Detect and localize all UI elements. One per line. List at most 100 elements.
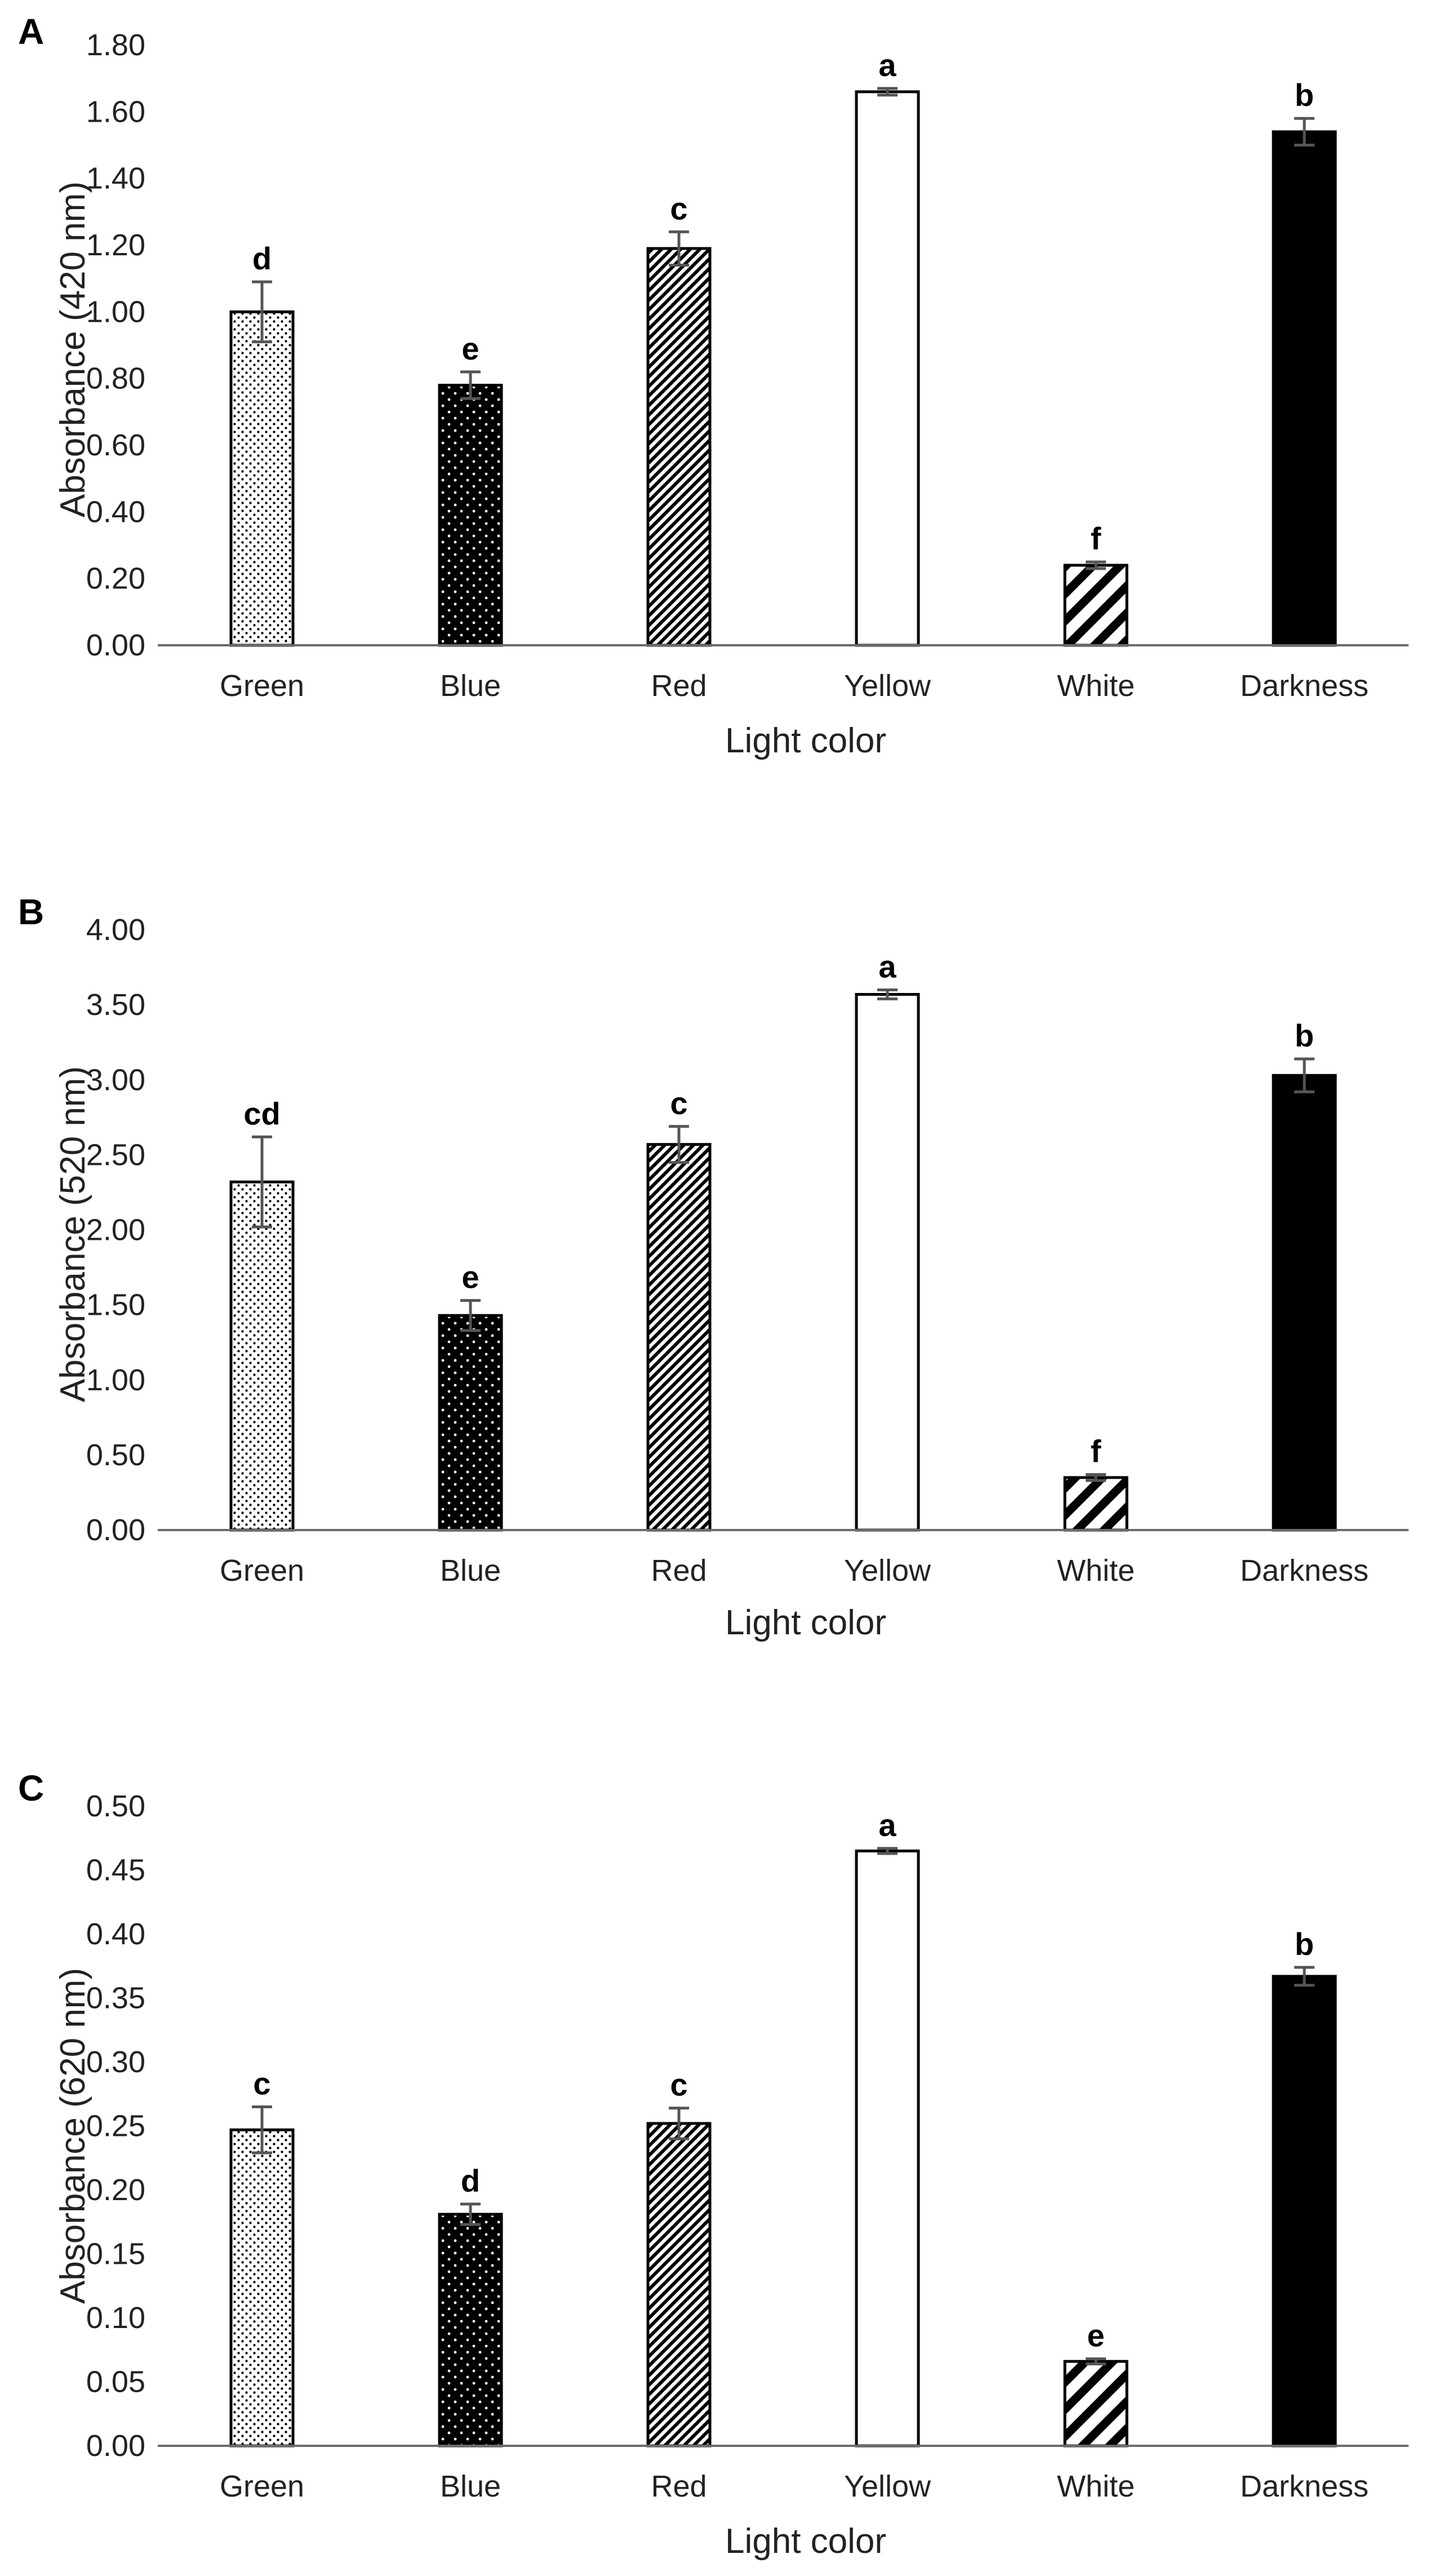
- x-tick-label: White: [1057, 669, 1135, 703]
- error-bar: [460, 1299, 481, 1332]
- x-tick-label: Green: [220, 2469, 304, 2503]
- y-tick-label: 0.60: [86, 428, 145, 462]
- y-axis-ticks: 0.00 0.50 1.00 1.50 2.00 2.50 3.00 3.50 4.00: [86, 913, 145, 1547]
- error-bar: [669, 2107, 689, 2140]
- y-tick-label: 1.60: [86, 95, 145, 128]
- bar-yellow: [855, 992, 920, 1532]
- significance-label: b: [1295, 1926, 1314, 1962]
- y-tick-label: 0.00: [86, 628, 145, 662]
- x-tick-label: Blue: [440, 2469, 501, 2503]
- error-bar: [1086, 560, 1106, 570]
- x-tick-label: Green: [220, 669, 304, 703]
- bar-green: [229, 1180, 295, 1532]
- y-axis-title: Absorbance (620 nm): [54, 1968, 92, 2304]
- x-tick-label: Darkness: [1240, 1554, 1369, 1588]
- bar-green: [229, 310, 295, 647]
- bar-darkness: [1272, 130, 1337, 647]
- y-tick-label: 1.00: [86, 1363, 145, 1397]
- x-axis-title: Light color: [725, 2522, 886, 2561]
- significance-label: c: [670, 2067, 687, 2103]
- significance-label: cd: [243, 1096, 280, 1131]
- y-tick-label: 1.00: [86, 295, 145, 329]
- significance-label: e: [461, 1260, 479, 1295]
- bar-blue: [438, 384, 503, 647]
- significance-labels: c d c a e b: [253, 1807, 1314, 2353]
- error-bar: [1086, 2357, 1106, 2366]
- y-tick-label: 2.00: [86, 1213, 145, 1247]
- y-tick-label: 0.20: [86, 562, 145, 596]
- x-tick-label: Red: [651, 669, 707, 703]
- x-tick-label: White: [1057, 2469, 1135, 2503]
- panel-label: B: [18, 892, 44, 932]
- y-tick-label: 0.40: [86, 1917, 145, 1951]
- x-tick-label: Darkness: [1240, 2469, 1369, 2503]
- error-bar: [877, 988, 898, 1000]
- error-bar: [1086, 1473, 1106, 1482]
- y-tick-label: 0.05: [86, 2365, 145, 2399]
- y-tick-label: 0.20: [86, 2173, 145, 2207]
- bar-yellow: [855, 1849, 920, 2448]
- y-tick-label: 3.50: [86, 988, 145, 1022]
- y-tick-label: 0.30: [86, 2045, 145, 2079]
- bar-white: [1063, 1476, 1129, 1532]
- x-axis-title: Light color: [725, 721, 886, 760]
- y-axis-title: Absorbance (420 nm): [54, 181, 92, 517]
- y-axis-title: Absorbance (520 nm): [54, 1066, 92, 1402]
- error-bar: [1294, 1057, 1314, 1094]
- bar-yellow: [855, 90, 920, 647]
- bar-red: [646, 247, 712, 647]
- x-tick-label: Darkness: [1240, 669, 1369, 703]
- significance-label: c: [670, 190, 687, 226]
- bar-red: [646, 1143, 712, 1532]
- y-tick-label: 3.00: [86, 1063, 145, 1097]
- bars: [229, 90, 1337, 647]
- bar-red: [646, 2122, 712, 2448]
- x-axis-categories: Green Blue Red Yellow White Darkness: [220, 669, 1369, 703]
- panel-b: B Absorbance (520 nm) Light color 0.000.…: [18, 892, 1409, 1642]
- error-bar: [460, 2202, 481, 2226]
- significance-label: a: [878, 1807, 896, 1843]
- y-tick-label: 1.40: [86, 162, 145, 196]
- bar-green: [229, 2128, 295, 2448]
- bars: [229, 1849, 1337, 2448]
- y-tick-label: 0.25: [86, 2109, 145, 2143]
- x-axis-categories: Green Blue Red Yellow White Darkness: [220, 2469, 1369, 2503]
- significance-label: f: [1091, 521, 1101, 556]
- y-tick-label: 0.15: [86, 2237, 145, 2271]
- x-tick-label: Yellow: [844, 2469, 931, 2503]
- x-tick-label: Blue: [440, 669, 501, 703]
- significance-label: d: [461, 2163, 480, 2198]
- significance-label: d: [252, 241, 272, 276]
- y-tick-label: 4.00: [86, 913, 145, 947]
- x-axis-categories: Green Blue Red Yellow White Darkness: [220, 1554, 1369, 1588]
- significance-label: f: [1091, 1433, 1101, 1469]
- bar-blue: [438, 1314, 503, 1532]
- x-tick-label: Red: [651, 1554, 707, 1588]
- bar-white: [1063, 2360, 1129, 2448]
- bar-darkness: [1272, 1975, 1337, 2448]
- error-bars: [252, 1847, 1314, 2366]
- significance-label: a: [878, 949, 896, 985]
- panel-a: A Absorbance (420 nm) Light color 0.00 0.…: [18, 11, 1409, 760]
- y-tick-label: 0.10: [86, 2301, 145, 2335]
- x-tick-label: Blue: [440, 1554, 501, 1588]
- bar-white: [1063, 564, 1129, 647]
- error-bar: [877, 87, 898, 97]
- significance-label: e: [461, 331, 479, 366]
- panel-c: C Absorbance (620 nm) Light color 0.000.…: [18, 1768, 1409, 2561]
- significance-labels: d e c a f b: [252, 47, 1314, 556]
- error-bar: [252, 1135, 272, 1229]
- x-tick-label: White: [1057, 1554, 1135, 1588]
- error-bar: [877, 1847, 898, 1855]
- panel-label: A: [18, 11, 44, 52]
- significance-label: b: [1295, 77, 1314, 113]
- error-bars: [252, 87, 1314, 570]
- y-tick-label: 0.35: [86, 1981, 145, 2015]
- bar-blue: [438, 2213, 503, 2448]
- error-bar: [669, 230, 689, 267]
- panel-label: C: [18, 1768, 44, 1808]
- significance-labels: cd e c a f b: [243, 949, 1314, 1469]
- bars: [229, 992, 1337, 1532]
- error-bar: [1294, 1966, 1314, 1987]
